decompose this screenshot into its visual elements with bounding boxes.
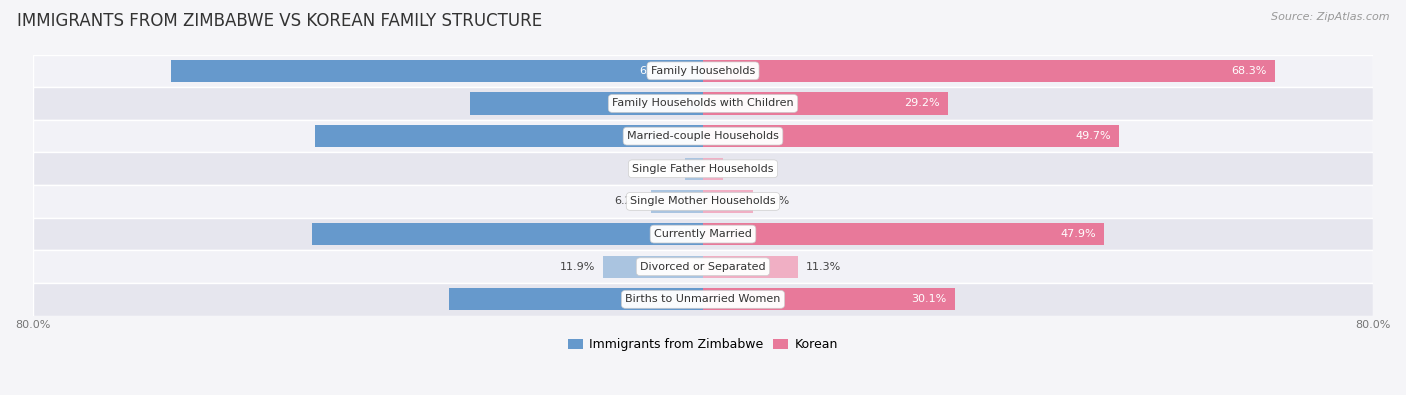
Bar [32,283,1374,316]
Text: 2.2%: 2.2% [648,164,676,174]
Bar [32,55,1374,87]
Text: 11.9%: 11.9% [560,262,595,272]
Bar [703,60,1275,82]
Text: 27.8%: 27.8% [675,98,710,109]
Bar [449,288,703,310]
Bar [470,92,703,115]
Bar [32,87,1374,120]
Text: Currently Married: Currently Married [654,229,752,239]
Text: Source: ZipAtlas.com: Source: ZipAtlas.com [1271,12,1389,22]
Bar [703,256,797,278]
Bar [685,158,703,180]
Bar [172,60,703,82]
Bar [703,223,1104,245]
Text: 49.7%: 49.7% [1076,131,1111,141]
Bar [703,158,723,180]
Text: 29.2%: 29.2% [904,98,939,109]
Text: 6.2%: 6.2% [614,196,643,207]
Text: Family Households: Family Households [651,66,755,76]
Text: Family Households with Children: Family Households with Children [612,98,794,109]
Bar [32,250,1374,283]
Bar [32,185,1374,218]
Bar [703,288,955,310]
Text: 6.0%: 6.0% [762,196,790,207]
Text: 46.7%: 46.7% [657,229,692,239]
Text: 30.1%: 30.1% [911,294,946,305]
Text: Divorced or Separated: Divorced or Separated [640,262,766,272]
Text: Married-couple Households: Married-couple Households [627,131,779,141]
Bar [603,256,703,278]
Text: 30.3%: 30.3% [672,294,707,305]
Bar [651,190,703,213]
Bar [312,223,703,245]
Bar [32,218,1374,250]
Bar [32,152,1374,185]
Text: Single Mother Households: Single Mother Households [630,196,776,207]
Text: Births to Unmarried Women: Births to Unmarried Women [626,294,780,305]
Text: Single Father Households: Single Father Households [633,164,773,174]
Text: 63.5%: 63.5% [640,66,675,76]
Text: 47.9%: 47.9% [1060,229,1095,239]
Text: 68.3%: 68.3% [1232,66,1267,76]
Text: IMMIGRANTS FROM ZIMBABWE VS KOREAN FAMILY STRUCTURE: IMMIGRANTS FROM ZIMBABWE VS KOREAN FAMIL… [17,12,541,30]
Bar [703,92,948,115]
Bar [703,125,1119,147]
Text: 2.4%: 2.4% [731,164,761,174]
Bar [32,120,1374,152]
Bar [703,190,754,213]
Bar [315,125,703,147]
Text: 46.3%: 46.3% [657,131,692,141]
Text: 11.3%: 11.3% [806,262,841,272]
Legend: Immigrants from Zimbabwe, Korean: Immigrants from Zimbabwe, Korean [562,333,844,356]
